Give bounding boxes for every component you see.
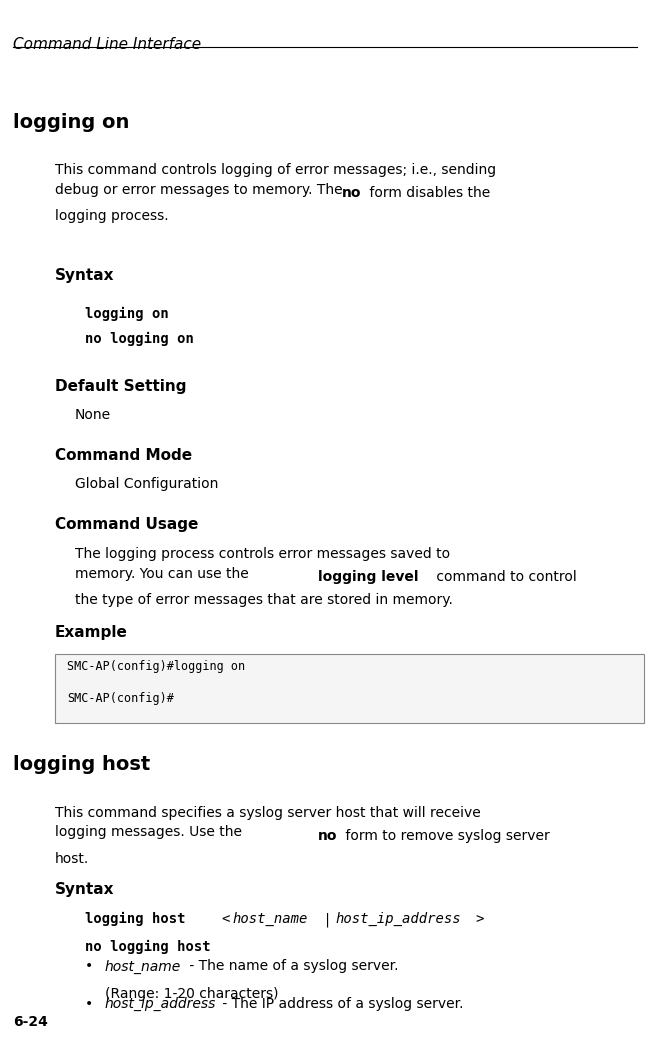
- Text: Syntax: Syntax: [55, 882, 114, 896]
- Text: Command Mode: Command Mode: [55, 448, 192, 463]
- Text: Example: Example: [55, 625, 128, 640]
- Text: host.: host.: [55, 852, 89, 866]
- Text: host_ip_address: host_ip_address: [335, 912, 461, 926]
- Text: form disables the: form disables the: [365, 186, 490, 200]
- Text: SMC-AP(config)#: SMC-AP(config)#: [67, 692, 174, 705]
- Text: logging host: logging host: [13, 755, 150, 774]
- Text: logging on: logging on: [13, 113, 129, 132]
- Text: This command specifies a syslog server host that will receive
logging messages. : This command specifies a syslog server h…: [55, 806, 481, 839]
- Text: Syntax: Syntax: [55, 268, 114, 283]
- Text: - The name of a syslog server.: - The name of a syslog server.: [185, 959, 399, 973]
- Text: |: |: [315, 912, 340, 927]
- Text: Default Setting: Default Setting: [55, 379, 187, 393]
- Text: no logging on: no logging on: [85, 331, 194, 345]
- Text: SMC-AP(config)#logging on: SMC-AP(config)#logging on: [67, 661, 245, 673]
- Text: host_name: host_name: [105, 959, 181, 973]
- Text: host_name: host_name: [232, 912, 307, 926]
- Text: 6-24: 6-24: [13, 1015, 48, 1029]
- Text: no: no: [342, 186, 361, 200]
- Text: This command controls logging of error messages; i.e., sending
debug or error me: This command controls logging of error m…: [55, 163, 496, 197]
- Text: The logging process controls error messages saved to
memory. You can use the: The logging process controls error messa…: [75, 547, 450, 581]
- Text: - The IP address of a syslog server.: - The IP address of a syslog server.: [218, 997, 463, 1011]
- Text: Command Line Interface: Command Line Interface: [13, 37, 201, 52]
- Text: form to remove syslog server: form to remove syslog server: [341, 829, 550, 843]
- Text: logging level: logging level: [318, 570, 419, 584]
- Text: Global Configuration: Global Configuration: [75, 477, 218, 490]
- Text: no: no: [318, 829, 338, 843]
- Text: <: <: [221, 912, 229, 926]
- Text: no logging host: no logging host: [85, 939, 211, 953]
- Text: host_ip_address: host_ip_address: [105, 997, 216, 1011]
- Text: logging process.: logging process.: [55, 209, 169, 223]
- Text: •: •: [85, 997, 98, 1011]
- Text: None: None: [75, 408, 111, 422]
- Text: command to control: command to control: [432, 570, 577, 584]
- Text: logging on: logging on: [85, 307, 169, 321]
- Text: the type of error messages that are stored in memory.: the type of error messages that are stor…: [75, 593, 453, 607]
- Text: •: •: [85, 959, 98, 973]
- Text: (Range: 1-20 characters): (Range: 1-20 characters): [105, 987, 279, 1000]
- Text: logging host: logging host: [85, 912, 194, 926]
- Text: Command Usage: Command Usage: [55, 517, 198, 531]
- Bar: [55, 654, 644, 723]
- Text: >: >: [475, 912, 484, 926]
